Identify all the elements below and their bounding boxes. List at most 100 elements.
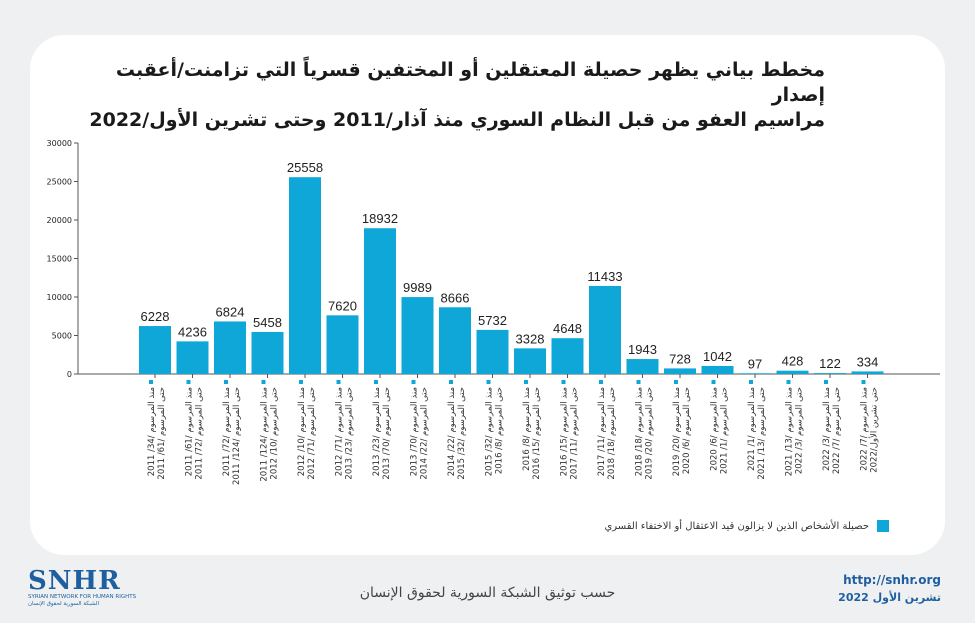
y-tick-label: 10000 bbox=[47, 293, 72, 302]
x-tick-label: حتى المرسوم /18/ 2018 bbox=[607, 387, 617, 480]
x-tick-label: حتى المرسوم /32/ 2015 bbox=[457, 387, 467, 480]
x-label-bullet bbox=[336, 380, 341, 384]
x-tick-label: منذ المرسوم /6/ 2020 bbox=[710, 387, 720, 471]
x-label-bullet bbox=[749, 380, 753, 384]
bar-value-label: 11433 bbox=[587, 269, 622, 284]
y-tick-label: 25000 bbox=[47, 178, 72, 187]
footer-info: http://snhr.org تشرين الأول 2022 bbox=[838, 572, 941, 606]
x-label-bullet bbox=[786, 380, 791, 384]
x-tick-label: منذ المرسوم /7/ 2022 bbox=[860, 387, 870, 471]
bar bbox=[139, 326, 171, 374]
x-tick-label: حتى المرسوم /11/ 2017 bbox=[570, 387, 580, 480]
x-label-bullet bbox=[636, 380, 641, 384]
x-tick-label: حتى المرسوم /124/ 2011 bbox=[232, 387, 242, 485]
bar-value-label: 122 bbox=[819, 356, 841, 371]
y-tick-label: 30000 bbox=[47, 139, 72, 148]
bar-value-label: 18932 bbox=[362, 211, 398, 226]
y-tick-label: 5000 bbox=[52, 332, 72, 341]
bar bbox=[514, 348, 546, 374]
x-tick-label: حتى المرسوم /22/ 2014 bbox=[420, 387, 430, 480]
x-tick-label: حتى المرسوم /13/ 2021 bbox=[757, 387, 767, 480]
x-tick-label: منذ المرسوم /18/ 2018 bbox=[635, 387, 645, 476]
x-label-bullet bbox=[411, 380, 416, 384]
snhr-logo: SNHR SYRIAN NETWORK FOR HUMAN RIGHTS الش… bbox=[28, 566, 136, 608]
x-label-bullet bbox=[186, 380, 191, 384]
x-tick-label: منذ المرسوم /15/ 2016 bbox=[560, 387, 570, 476]
y-tick-label: 20000 bbox=[47, 216, 72, 225]
publish-date: تشرين الأول 2022 bbox=[838, 591, 941, 604]
y-tick-label: 15000 bbox=[47, 255, 72, 264]
legend-swatch bbox=[877, 520, 889, 532]
y-tick-label: 0 bbox=[67, 370, 72, 379]
bar bbox=[364, 228, 396, 374]
x-tick-label: حتى تشرين الأول/2022 bbox=[869, 387, 880, 473]
bar-value-label: 25558 bbox=[287, 160, 323, 175]
bar-value-label: 4236 bbox=[178, 324, 207, 339]
x-tick-label: حتى المرسوم /20/ 2019 bbox=[645, 387, 655, 480]
x-label-bullet bbox=[524, 380, 528, 384]
logo-text: SNHR bbox=[28, 566, 121, 596]
bar bbox=[326, 315, 359, 374]
bar-value-label: 1943 bbox=[628, 342, 657, 357]
x-label-bullet bbox=[599, 380, 603, 384]
x-label-bullet bbox=[674, 380, 678, 384]
x-tick-label: حتى المرسوم /7/ 2022 bbox=[832, 387, 842, 474]
bar bbox=[476, 329, 509, 374]
legend: حصيلة الأشخاص الذين لا يزالون قيد الاعتق… bbox=[604, 520, 889, 532]
x-tick-label: منذ المرسوم /70/ 2013 bbox=[410, 387, 420, 476]
bar-value-label: 728 bbox=[669, 351, 691, 366]
bar bbox=[214, 321, 246, 374]
x-label-bullet bbox=[374, 380, 378, 384]
bar-value-label: 428 bbox=[782, 354, 804, 369]
bar bbox=[851, 371, 884, 374]
x-tick-label: حتى المرسوم /70/ 2013 bbox=[382, 387, 392, 480]
bar bbox=[776, 370, 809, 374]
bar-value-label: 6824 bbox=[216, 304, 245, 319]
bar bbox=[289, 177, 321, 374]
source-note: حسب توثيق الشبكة السورية لحقوق الإنسان bbox=[359, 585, 616, 601]
title-line-2: مراسيم العفو من قبل النظام السوري منذ آذ… bbox=[89, 109, 825, 131]
bar bbox=[551, 338, 584, 374]
x-tick-label: منذ المرسوم /32/ 2015 bbox=[485, 387, 495, 476]
x-tick-label: منذ المرسوم /10/ 2012 bbox=[297, 387, 307, 476]
bar bbox=[439, 307, 471, 374]
x-label-bullet bbox=[224, 380, 228, 384]
bar bbox=[626, 359, 659, 374]
bar-value-label: 6228 bbox=[141, 309, 170, 324]
x-label-bullet bbox=[824, 380, 828, 384]
x-tick-label: منذ المرسوم /11/ 2017 bbox=[597, 387, 607, 476]
bar bbox=[664, 368, 696, 374]
bar bbox=[739, 373, 771, 374]
x-tick-label: منذ المرسوم /34/ 2011 bbox=[147, 387, 157, 476]
bar-value-label: 7620 bbox=[328, 298, 357, 313]
bar bbox=[814, 373, 846, 374]
x-label-bullet bbox=[299, 380, 303, 384]
bar-value-label: 3328 bbox=[516, 331, 545, 346]
x-tick-label: حتى المرسوم /1/ 2021 bbox=[720, 387, 730, 474]
bar bbox=[589, 285, 621, 374]
bar bbox=[176, 341, 209, 374]
bar-value-label: 8666 bbox=[441, 290, 470, 305]
bar bbox=[251, 331, 284, 374]
x-tick-label: منذ المرسوم /22/ 2014 bbox=[447, 387, 457, 476]
bar-value-label: 5458 bbox=[253, 315, 282, 330]
logo-sub-ar: الشبكة السورية لحقوق الإنسان bbox=[28, 601, 100, 607]
x-tick-label: حتى المرسوم /6/ 2020 bbox=[682, 387, 692, 474]
title-line-1: مخطط بياني يظهر حصيلة المعتقلين أو المخت… bbox=[115, 59, 825, 106]
x-label-bullet bbox=[711, 380, 716, 384]
x-tick-label: منذ المرسوم /72/ 2011 bbox=[222, 387, 232, 476]
x-tick-label: منذ المرسوم /3/ 2022 bbox=[822, 387, 832, 471]
bar-value-label: 5732 bbox=[478, 313, 507, 328]
x-tick-label: منذ المرسوم /1/ 2021 bbox=[747, 387, 757, 471]
x-tick-label: منذ المرسوم /20/ 2019 bbox=[672, 387, 682, 476]
chart-card bbox=[30, 35, 945, 555]
bar bbox=[401, 297, 434, 374]
website-link[interactable]: http://snhr.org bbox=[843, 573, 941, 587]
x-tick-label: منذ المرسوم /124/ 2011 bbox=[260, 387, 270, 482]
x-label-bullet bbox=[561, 380, 566, 384]
legend-label: حصيلة الأشخاص الذين لا يزالون قيد الاعتق… bbox=[604, 520, 869, 532]
x-tick-label: حتى المرسوم /71/ 2012 bbox=[307, 387, 317, 480]
x-label-bullet bbox=[861, 380, 866, 384]
x-tick-label: حتى المرسوم /61/ 2011 bbox=[157, 387, 167, 480]
x-label-bullet bbox=[449, 380, 453, 384]
